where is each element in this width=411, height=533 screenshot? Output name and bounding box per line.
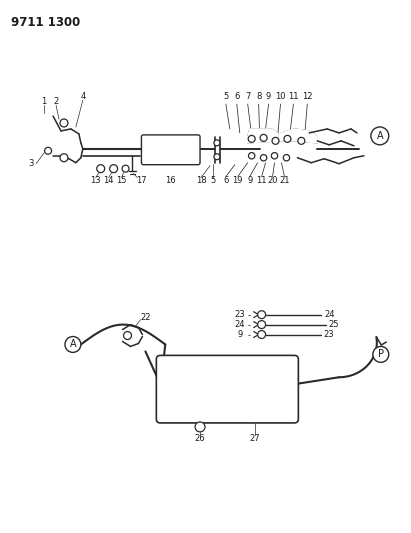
- Circle shape: [45, 147, 51, 154]
- Circle shape: [260, 134, 267, 141]
- Circle shape: [258, 330, 266, 338]
- Circle shape: [60, 154, 68, 161]
- Circle shape: [248, 135, 255, 142]
- Polygon shape: [248, 129, 279, 143]
- Text: 18: 18: [196, 176, 206, 185]
- Circle shape: [60, 119, 68, 127]
- Circle shape: [272, 138, 279, 144]
- Text: 3: 3: [28, 159, 34, 168]
- Text: 6: 6: [223, 176, 229, 185]
- Text: 24: 24: [324, 310, 335, 319]
- Text: 9: 9: [247, 176, 252, 185]
- Text: 11: 11: [256, 176, 267, 185]
- FancyBboxPatch shape: [156, 356, 298, 423]
- Text: 5: 5: [210, 176, 216, 185]
- Text: 16: 16: [165, 176, 175, 185]
- Circle shape: [249, 152, 255, 159]
- Text: 21: 21: [279, 176, 290, 185]
- Text: 6: 6: [234, 92, 240, 101]
- Text: P: P: [378, 350, 384, 359]
- FancyBboxPatch shape: [141, 135, 200, 165]
- Text: 22: 22: [140, 313, 151, 322]
- Text: 9: 9: [266, 92, 271, 101]
- Circle shape: [284, 135, 291, 142]
- Circle shape: [271, 152, 278, 159]
- Text: A: A: [376, 131, 383, 141]
- Text: 26: 26: [195, 434, 206, 443]
- Circle shape: [214, 140, 220, 146]
- Text: 1: 1: [42, 96, 47, 106]
- Circle shape: [65, 336, 81, 352]
- Circle shape: [258, 311, 266, 319]
- Text: 8: 8: [256, 92, 261, 101]
- Text: 9711 1300: 9711 1300: [12, 15, 81, 29]
- Text: 4: 4: [80, 92, 85, 101]
- Text: 25: 25: [329, 320, 339, 329]
- Text: 15: 15: [116, 176, 127, 185]
- Polygon shape: [279, 129, 317, 143]
- Circle shape: [110, 165, 118, 173]
- Circle shape: [261, 155, 267, 161]
- Text: A: A: [69, 340, 76, 350]
- Text: 10: 10: [275, 92, 286, 101]
- Circle shape: [97, 165, 105, 173]
- Circle shape: [373, 346, 389, 362]
- Circle shape: [124, 332, 132, 340]
- Text: 19: 19: [233, 176, 243, 185]
- Text: 14: 14: [104, 176, 114, 185]
- Text: 7: 7: [245, 92, 250, 101]
- Text: 23: 23: [324, 330, 335, 339]
- Text: 20: 20: [267, 176, 278, 185]
- Circle shape: [258, 321, 266, 328]
- Circle shape: [122, 165, 129, 172]
- Text: 11: 11: [288, 92, 299, 101]
- Text: 13: 13: [90, 176, 101, 185]
- Circle shape: [283, 155, 290, 161]
- Circle shape: [195, 422, 205, 432]
- Text: 2: 2: [53, 96, 59, 106]
- Text: 27: 27: [249, 434, 260, 443]
- Text: 17: 17: [136, 176, 147, 185]
- Circle shape: [298, 138, 305, 144]
- Text: 9: 9: [237, 330, 242, 339]
- Text: 23: 23: [234, 310, 245, 319]
- Text: 24: 24: [235, 320, 245, 329]
- Circle shape: [214, 154, 220, 160]
- Circle shape: [371, 127, 389, 145]
- Text: 5: 5: [223, 92, 229, 101]
- Text: 12: 12: [302, 92, 312, 101]
